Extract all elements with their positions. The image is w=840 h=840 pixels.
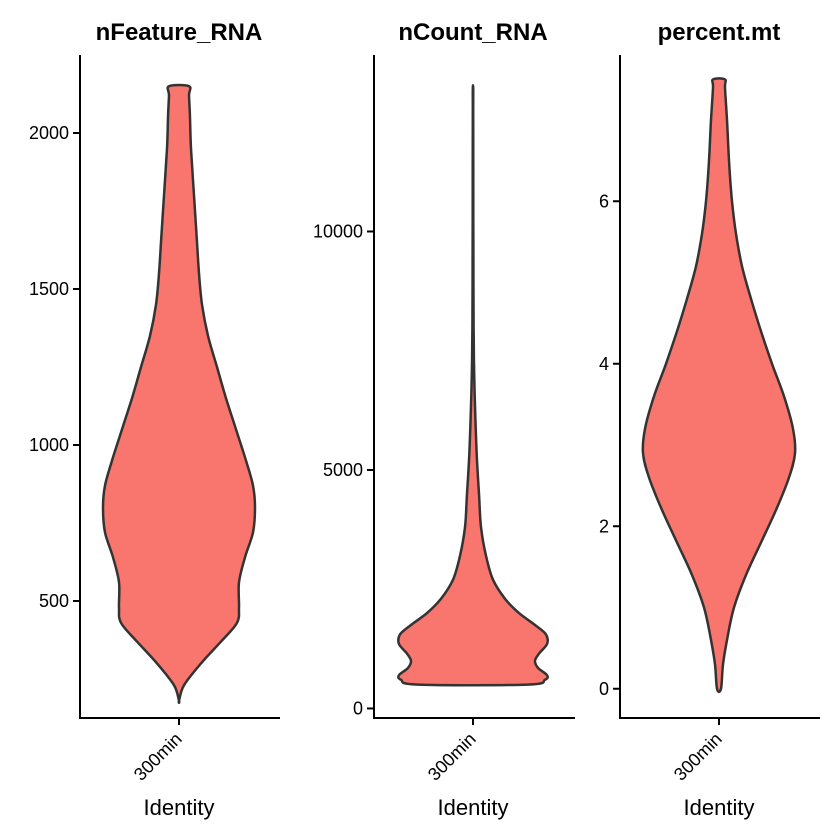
y-tick-label: 6 (599, 191, 609, 211)
x-axis-title: Identity (144, 795, 215, 820)
violin-shape (397, 84, 549, 687)
x-axis-title: Identity (684, 795, 755, 820)
y-tick-label: 1500 (29, 279, 69, 299)
y-tick-label: 500 (39, 591, 69, 611)
panel-title: nCount_RNA (398, 19, 547, 46)
x-tick-label: 300min (670, 729, 726, 785)
y-tick-label: 4 (599, 354, 609, 374)
x-tick-label: 300min (130, 729, 186, 785)
y-tick-label: 10000 (313, 221, 363, 241)
y-tick-label: 2000 (29, 123, 69, 143)
x-tick-label: 300min (424, 729, 480, 785)
panel-title: percent.mt (658, 19, 781, 46)
y-tick-label: 5000 (323, 460, 363, 480)
y-tick-label: 0 (353, 698, 363, 718)
y-tick-label: 0 (599, 679, 609, 699)
violin-shape (101, 83, 257, 704)
y-tick-label: 1000 (29, 435, 69, 455)
panel-title: nFeature_RNA (96, 19, 263, 46)
y-tick-label: 2 (599, 516, 609, 536)
violin-shape (641, 77, 797, 694)
x-axis-title: Identity (438, 795, 509, 820)
